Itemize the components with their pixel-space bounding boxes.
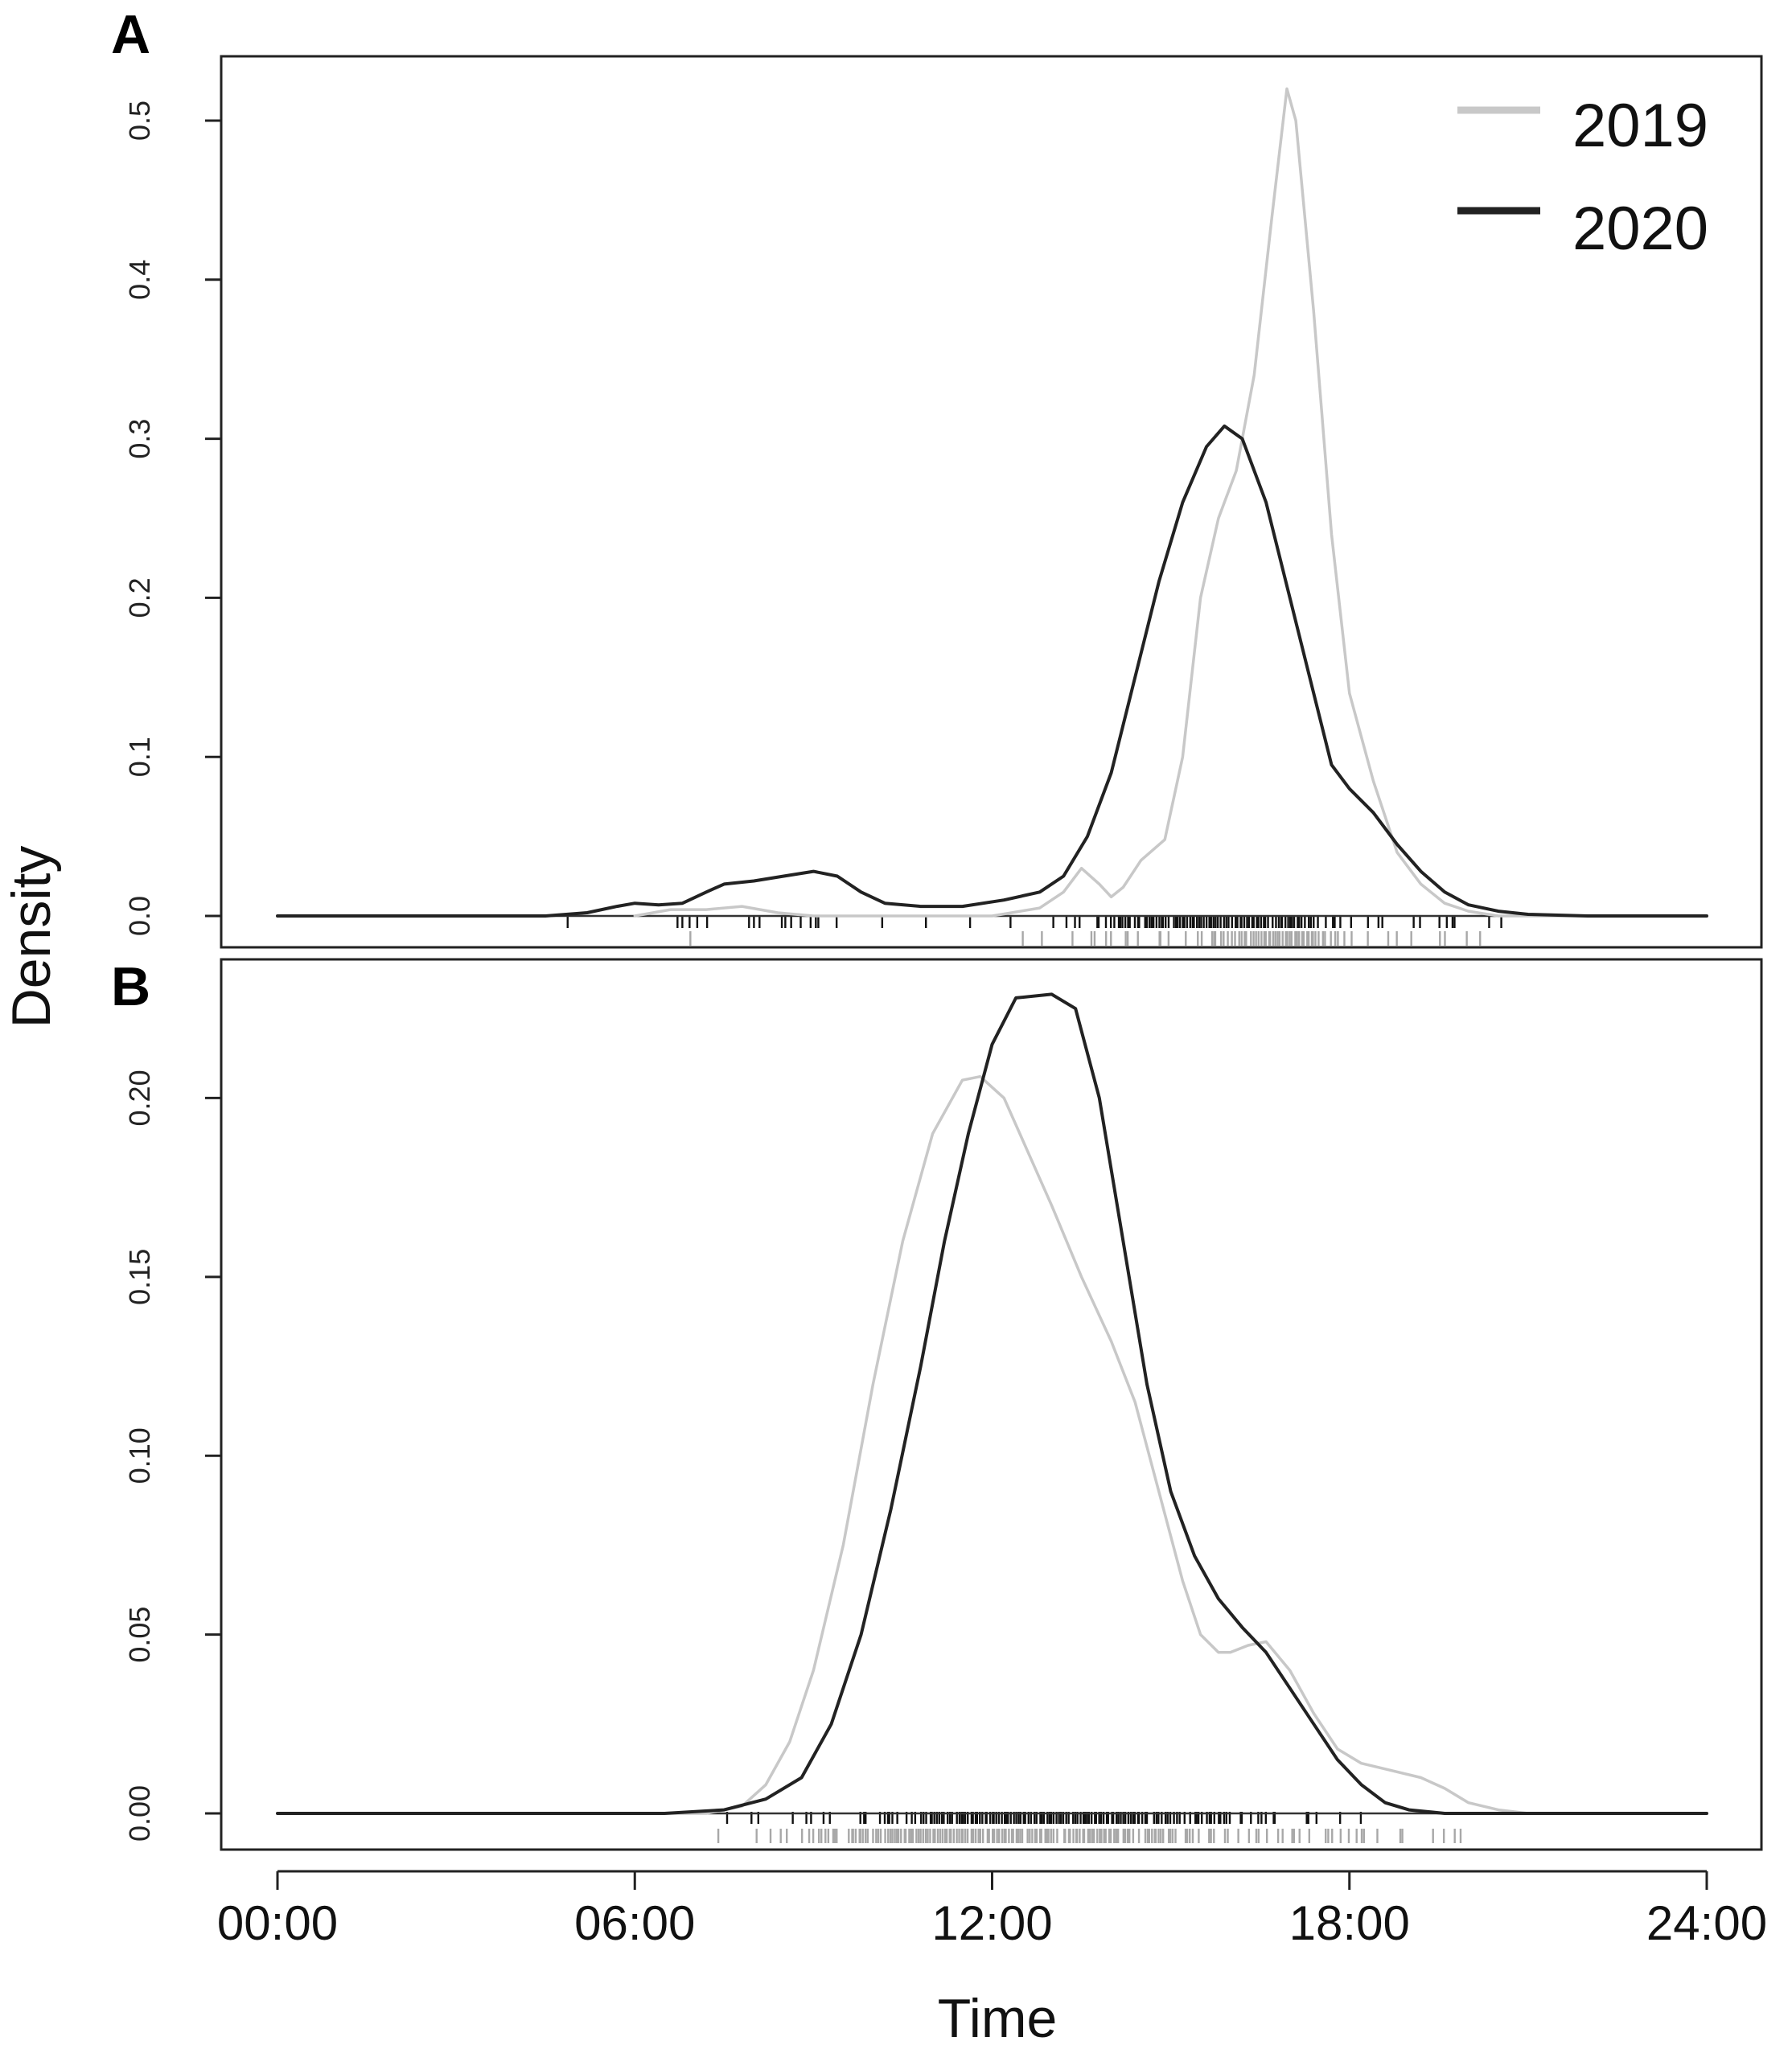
legend-label-2020: 2020 bbox=[1572, 195, 1708, 263]
legend-label-2019: 2019 bbox=[1572, 92, 1708, 160]
x-tick-label: 00:00 bbox=[217, 1896, 338, 1950]
x-axis-title: Time bbox=[938, 1988, 1058, 2045]
panel-a-ytick-label: 0.2 bbox=[123, 577, 156, 618]
x-tick-label: 18:00 bbox=[1289, 1896, 1410, 1950]
panel-a-ytick-label: 0.1 bbox=[123, 737, 156, 777]
y-axis-title: Density bbox=[1, 846, 62, 1029]
x-tick-label: 06:00 bbox=[574, 1896, 695, 1950]
panel-a-rug-ticks bbox=[566, 915, 1502, 946]
panel-b-frame bbox=[220, 958, 1763, 1851]
panel-b-y-axis: 0.00 0.05 0.10 0.15 0.20 bbox=[123, 1070, 221, 1842]
panel-b-series-2020 bbox=[276, 992, 1708, 1815]
panel-a-series-2020 bbox=[276, 424, 1708, 918]
panel-a-letter: A bbox=[111, 4, 150, 65]
legend: 2019 2020 bbox=[1457, 92, 1708, 263]
panel-a: 0.0 0.1 0.2 0.3 0.4 0.5 bbox=[123, 55, 1763, 949]
panel-b: 0.00 0.05 0.10 0.15 0.20 bbox=[123, 958, 1763, 1851]
x-tick-label: 24:00 bbox=[1646, 1896, 1767, 1950]
panel-a-ytick-label: 0.3 bbox=[123, 419, 156, 459]
panel-b-ytick-label: 0.15 bbox=[123, 1249, 156, 1305]
panel-a-ytick-label: 0.0 bbox=[123, 896, 156, 936]
panel-a-lines bbox=[276, 87, 1708, 918]
panel-a-frame bbox=[220, 55, 1763, 949]
panel-a-ytick-label: 0.4 bbox=[123, 260, 156, 300]
panel-b-letter: B bbox=[111, 956, 150, 1017]
x-axis: 00:00 06:00 12:00 18:00 24:00 bbox=[217, 1870, 1767, 1950]
panel-b-lines bbox=[276, 992, 1708, 1815]
panel-b-series-2019 bbox=[276, 1074, 1708, 1815]
panel-b-ytick-label: 0.20 bbox=[123, 1070, 156, 1126]
panel-b-ytick-label: 0.10 bbox=[123, 1427, 156, 1484]
panel-a-y-axis: 0.0 0.1 0.2 0.3 0.4 0.5 bbox=[123, 101, 221, 936]
panel-a-ytick-label: 0.5 bbox=[123, 101, 156, 141]
x-tick-label: 12:00 bbox=[931, 1896, 1052, 1950]
panel-b-ytick-label: 0.00 bbox=[123, 1785, 156, 1842]
panel-b-ytick-label: 0.05 bbox=[123, 1607, 156, 1663]
panel-a-series-2019 bbox=[633, 87, 1708, 918]
